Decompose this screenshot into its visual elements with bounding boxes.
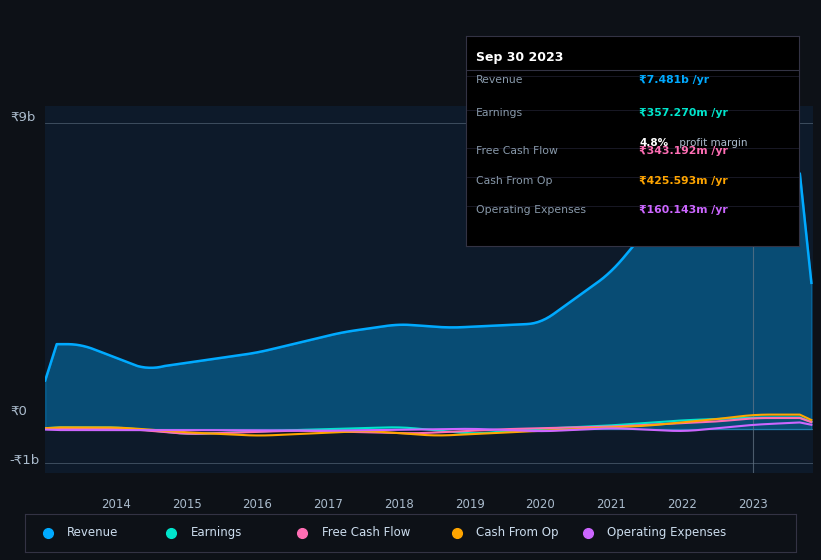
Text: Sep 30 2023: Sep 30 2023 — [476, 51, 564, 64]
Text: ₹160.143m /yr: ₹160.143m /yr — [640, 205, 728, 215]
Text: ₹9b: ₹9b — [10, 111, 35, 124]
Text: Revenue: Revenue — [476, 74, 524, 85]
Text: 2014: 2014 — [101, 497, 131, 511]
Text: Earnings: Earnings — [190, 526, 242, 539]
Text: 2017: 2017 — [314, 497, 343, 511]
Text: 2021: 2021 — [596, 497, 626, 511]
Text: Earnings: Earnings — [476, 108, 524, 118]
Text: ₹7.481b /yr: ₹7.481b /yr — [640, 74, 709, 85]
Text: profit margin: profit margin — [676, 138, 747, 148]
Text: Cash From Op: Cash From Op — [476, 175, 553, 185]
Text: ₹425.593m /yr: ₹425.593m /yr — [640, 175, 728, 185]
Text: 2022: 2022 — [667, 497, 697, 511]
Text: Free Cash Flow: Free Cash Flow — [476, 146, 558, 156]
Text: ₹357.270m /yr: ₹357.270m /yr — [640, 108, 728, 118]
Text: Free Cash Flow: Free Cash Flow — [322, 526, 410, 539]
Text: 2015: 2015 — [172, 497, 201, 511]
Text: 2019: 2019 — [455, 497, 484, 511]
Text: Operating Expenses: Operating Expenses — [608, 526, 727, 539]
Text: ₹0: ₹0 — [10, 405, 27, 418]
Text: 2020: 2020 — [525, 497, 555, 511]
Text: Cash From Op: Cash From Op — [476, 526, 558, 539]
Text: Revenue: Revenue — [67, 526, 118, 539]
Text: 2023: 2023 — [738, 497, 768, 511]
Text: Operating Expenses: Operating Expenses — [476, 205, 586, 215]
Text: 2018: 2018 — [384, 497, 414, 511]
Text: 4.8%: 4.8% — [640, 138, 668, 148]
Text: 2016: 2016 — [242, 497, 273, 511]
Text: ₹343.192m /yr: ₹343.192m /yr — [640, 146, 728, 156]
Text: -₹1b: -₹1b — [10, 454, 40, 467]
